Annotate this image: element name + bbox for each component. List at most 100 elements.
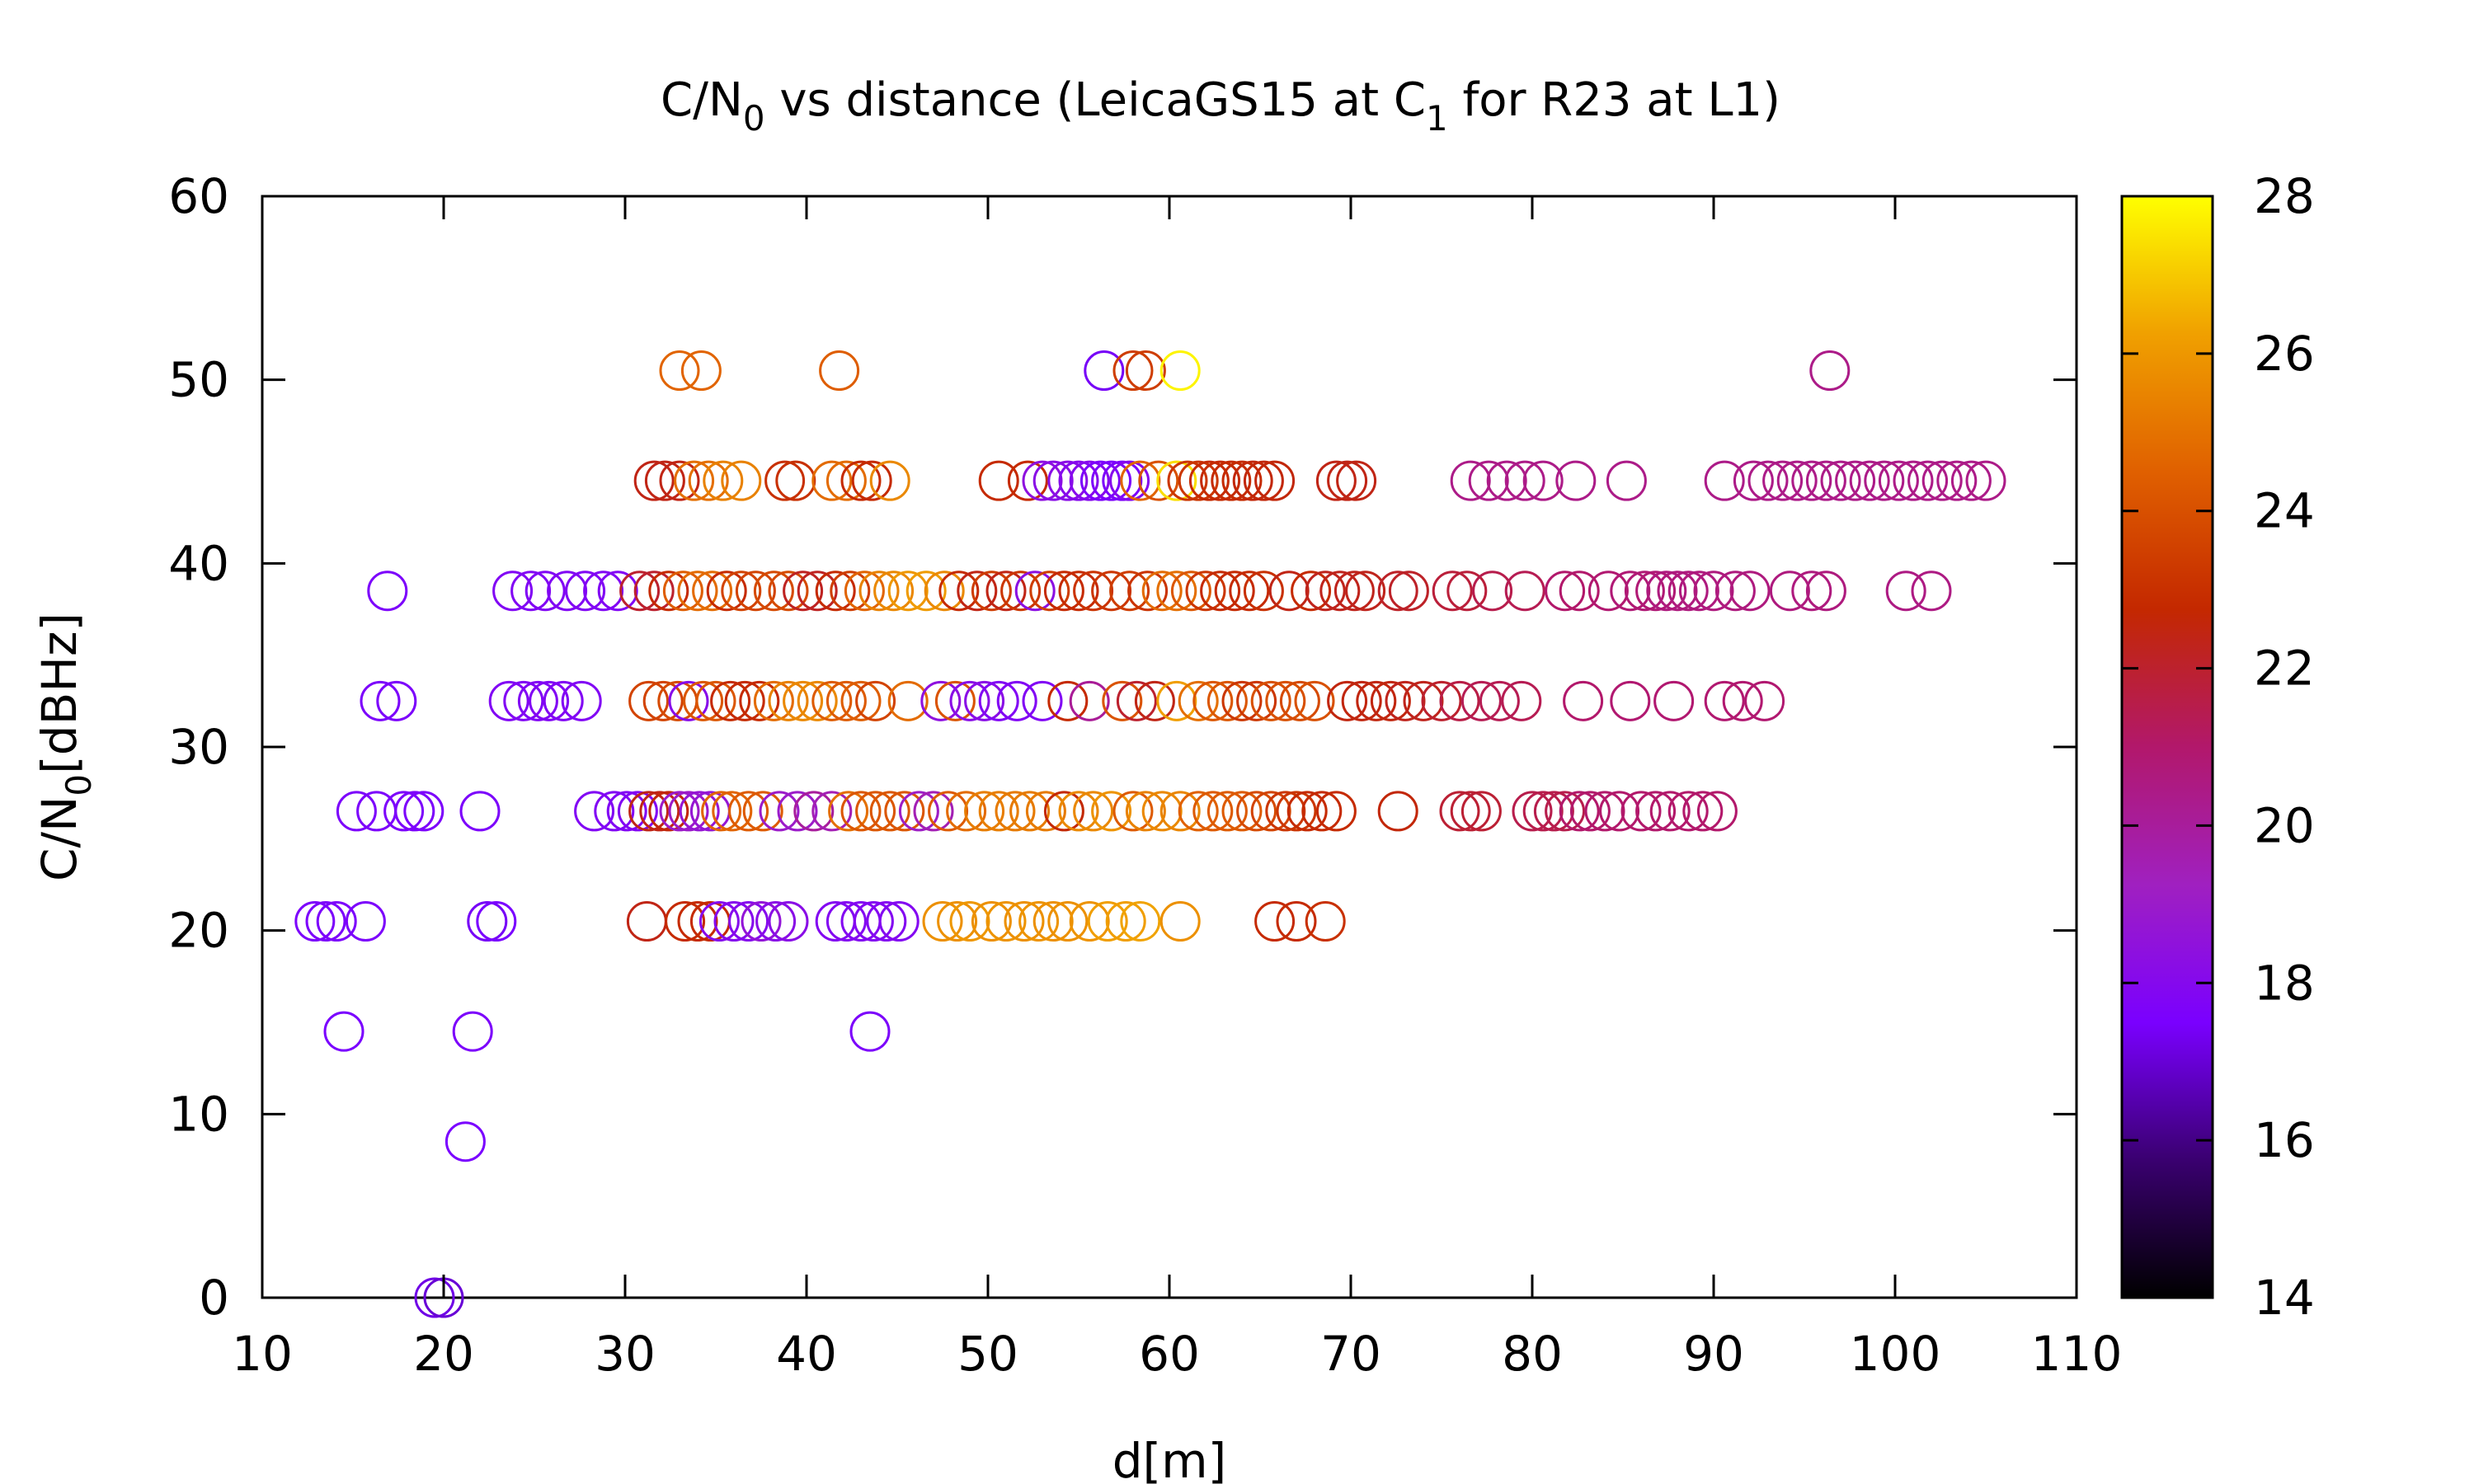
data-point: [1744, 680, 1785, 721]
data-point: [1432, 571, 1473, 612]
data-point: [403, 791, 444, 832]
plot-frame: [261, 195, 2078, 1299]
colorbar-tick-label: 24: [2254, 483, 2315, 539]
data-point: [721, 460, 762, 501]
data-point: [1776, 460, 1818, 501]
data-point: [764, 460, 806, 501]
data-point: [1587, 571, 1629, 612]
data-point: [1156, 680, 1197, 721]
data-point: [688, 460, 729, 501]
data-point: [668, 791, 709, 832]
data-point: [1610, 571, 1651, 612]
data-point: [543, 680, 584, 721]
data-point: [323, 1011, 365, 1052]
data-point: [1421, 680, 1462, 721]
x-tick-label: 100: [1850, 1326, 1941, 1382]
data-point: [1032, 460, 1074, 501]
colorbar-tick-label: 26: [2254, 326, 2315, 382]
data-point: [677, 901, 718, 942]
data-point: [1170, 571, 1211, 612]
data-point: [828, 791, 869, 832]
data-point: [840, 460, 882, 501]
data-point: [1762, 460, 1804, 501]
data-point: [1138, 460, 1179, 501]
data-point: [887, 571, 929, 612]
data-point: [1555, 460, 1597, 501]
data-point: [1091, 791, 1132, 832]
data-point: [1000, 571, 1042, 612]
data-point: [639, 791, 680, 832]
data-point: [561, 680, 602, 721]
data-point: [797, 680, 838, 721]
data-point: [1221, 791, 1263, 832]
data-point: [1657, 571, 1698, 612]
data-point: [934, 680, 976, 721]
data-point: [949, 680, 990, 721]
data-point: [665, 901, 706, 942]
title-middle: vs distance (LeicaGS15 at C: [765, 73, 1426, 127]
data-point: [1109, 571, 1150, 612]
data-point: [985, 571, 1027, 612]
data-point: [793, 791, 835, 832]
data-point: [414, 1277, 455, 1318]
data-point: [1084, 350, 1125, 392]
data-point: [1125, 350, 1166, 392]
data-point: [777, 791, 818, 832]
data-point: [768, 680, 809, 721]
data-point: [1512, 791, 1553, 832]
data-point: [759, 791, 800, 832]
data-point: [619, 571, 661, 612]
data-point: [1446, 571, 1488, 612]
data-point: [713, 901, 755, 942]
y-tick-label: 0: [199, 1270, 229, 1326]
data-point: [1156, 460, 1197, 501]
data-point: [692, 571, 733, 612]
data-point: [1769, 571, 1810, 612]
data-point: [1022, 460, 1063, 501]
data-point: [887, 680, 929, 721]
data-point: [971, 571, 1012, 612]
data-point: [1733, 460, 1774, 501]
data-point: [1620, 791, 1662, 832]
data-point: [1254, 901, 1296, 942]
data-point: [1559, 571, 1600, 612]
data-point: [1599, 791, 1640, 832]
data-point: [547, 571, 588, 612]
x-tick-label: 40: [776, 1326, 837, 1382]
data-point: [642, 680, 684, 721]
data-point: [783, 571, 824, 612]
data-point: [1569, 791, 1611, 832]
data-point: [1849, 460, 1890, 501]
data-point: [811, 791, 853, 832]
data-point: [1236, 791, 1277, 832]
data-point: [1109, 460, 1150, 501]
data-point: [1563, 680, 1604, 721]
data-point: [869, 791, 910, 832]
data-point: [775, 460, 816, 501]
data-point: [628, 680, 670, 721]
data-point: [1032, 901, 1074, 942]
data-point: [964, 791, 1005, 832]
data-point: [1105, 901, 1146, 942]
x-tick-label: 80: [1502, 1326, 1563, 1382]
data-point: [659, 350, 700, 392]
colorbar: 14 16 18 20 22 24 26 28: [2120, 168, 2315, 1326]
data-point: [1439, 791, 1480, 832]
data-point: [735, 571, 776, 612]
data-point: [768, 571, 809, 612]
data-point: [1377, 791, 1418, 832]
data-point: [1610, 680, 1651, 721]
data-point: [1911, 571, 1952, 612]
data-point: [668, 680, 709, 721]
data-point: [529, 680, 570, 721]
data-point: [1073, 791, 1114, 832]
data-point: [1893, 460, 1934, 501]
data-point: [1047, 680, 1089, 721]
data-point: [710, 680, 751, 721]
data-point: [644, 460, 685, 501]
data-point: [957, 571, 998, 612]
data-point: [1079, 460, 1121, 501]
data-point: [659, 460, 700, 501]
data-point: [1200, 460, 1241, 501]
data-point: [840, 680, 882, 721]
